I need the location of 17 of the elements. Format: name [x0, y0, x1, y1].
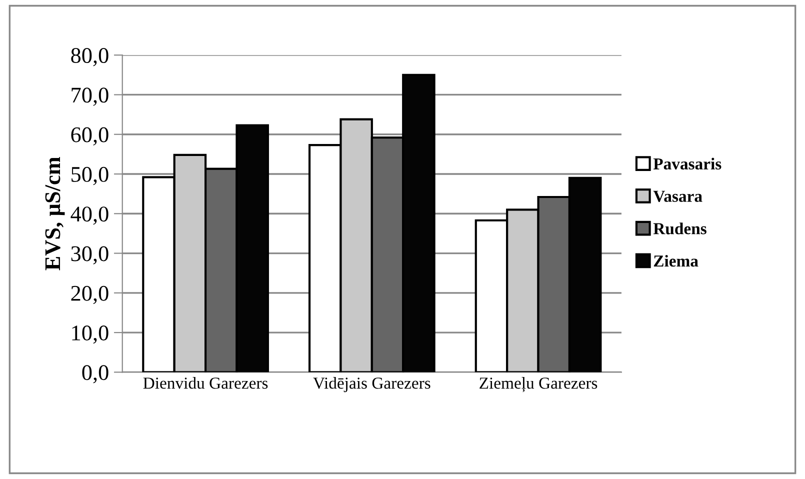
- y-tick-label: 50,0: [72, 166, 108, 186]
- y-axis-title: EVS, µS/cm: [45, 156, 65, 270]
- x-tick-label: Dienvidu Garezers: [143, 377, 268, 389]
- y-tick-label: 0,0: [82, 365, 108, 384]
- x-tick-label: Vidējais Garezers: [313, 377, 430, 392]
- y-tick-label: 10,0: [72, 325, 108, 344]
- y-tick-label: 70,0: [72, 88, 108, 106]
- legend-label: Rudens: [653, 222, 706, 234]
- y-tick-label: 60,0: [71, 127, 108, 146]
- legend-label: Vasara: [653, 190, 702, 202]
- y-tick-label: 80,0: [71, 48, 108, 66]
- y-tick-label: 20,0: [71, 286, 108, 304]
- x-tick-label: Ziemeļu Garezers: [480, 377, 598, 392]
- y-tick-label: 30,0: [71, 246, 108, 264]
- legend-label: Ziema: [654, 254, 698, 267]
- legend-label: Pavasaris: [653, 158, 722, 170]
- y-tick-label: 40,0: [70, 206, 108, 225]
